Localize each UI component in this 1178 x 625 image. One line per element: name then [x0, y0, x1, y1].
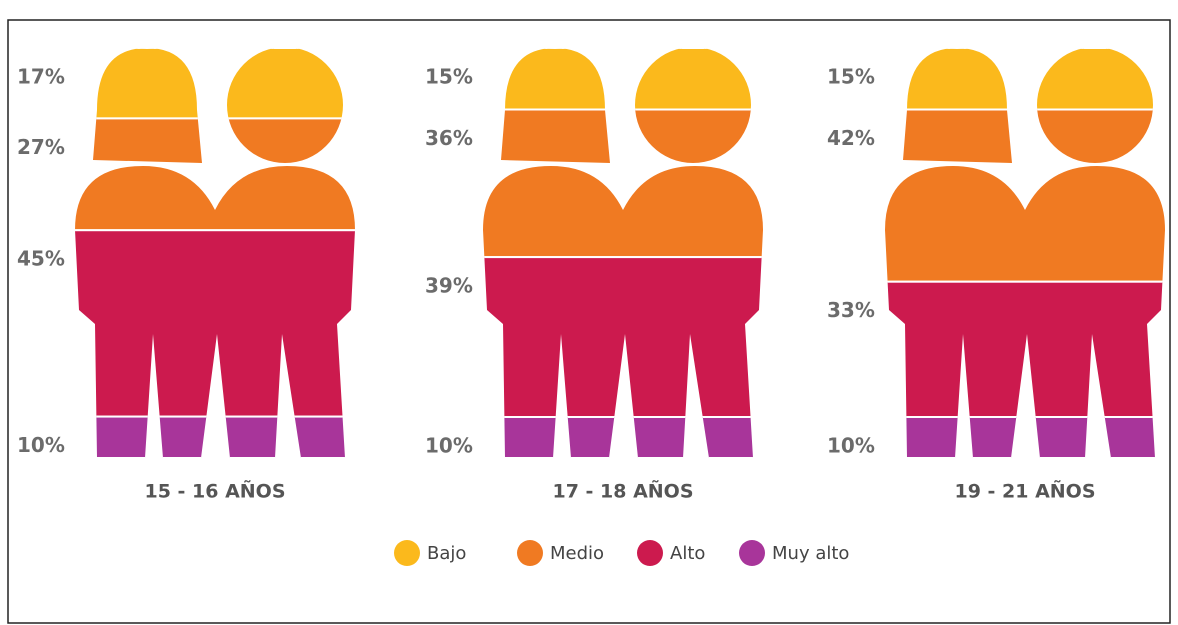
- segment: [885, 108, 1165, 283]
- figure: [75, 47, 355, 458]
- value-label: 10%: [425, 434, 473, 458]
- value-label: 15%: [827, 65, 875, 89]
- frame: [7, 19, 1171, 624]
- segment: [885, 47, 1165, 111]
- value-label: 42%: [827, 126, 875, 150]
- category-label: 17 - 18 AÑOS: [552, 479, 693, 503]
- legend-swatch: [394, 540, 420, 566]
- legend-swatch: [739, 540, 765, 566]
- legend-swatch: [517, 540, 543, 566]
- segment: [75, 117, 355, 232]
- segment: [483, 47, 763, 111]
- value-label: 33%: [827, 298, 875, 322]
- segment: [885, 280, 1165, 418]
- figure: [885, 47, 1165, 458]
- legend-label: Bajo: [427, 543, 466, 564]
- segment: [885, 416, 1165, 458]
- segment: [75, 229, 355, 418]
- legend-label: Alto: [670, 543, 705, 564]
- category-label: 15 - 16 AÑOS: [144, 479, 285, 503]
- value-label: 10%: [17, 433, 65, 457]
- legend-label: Muy alto: [772, 543, 849, 564]
- legend-swatch: [637, 540, 663, 566]
- value-label: 36%: [425, 126, 473, 150]
- segment: [483, 108, 763, 259]
- value-label: 17%: [17, 65, 65, 89]
- category-label: 19 - 21 AÑOS: [954, 479, 1095, 503]
- segment: [483, 416, 763, 458]
- value-label: 27%: [17, 135, 65, 159]
- segment: [75, 47, 355, 120]
- segment: [75, 415, 355, 458]
- value-label: 10%: [827, 434, 875, 458]
- value-label: 15%: [425, 65, 473, 89]
- value-label: 39%: [425, 274, 473, 298]
- figure: [483, 47, 763, 458]
- segment: [483, 256, 763, 418]
- value-label: 45%: [17, 247, 65, 271]
- legend-label: Medio: [550, 543, 604, 564]
